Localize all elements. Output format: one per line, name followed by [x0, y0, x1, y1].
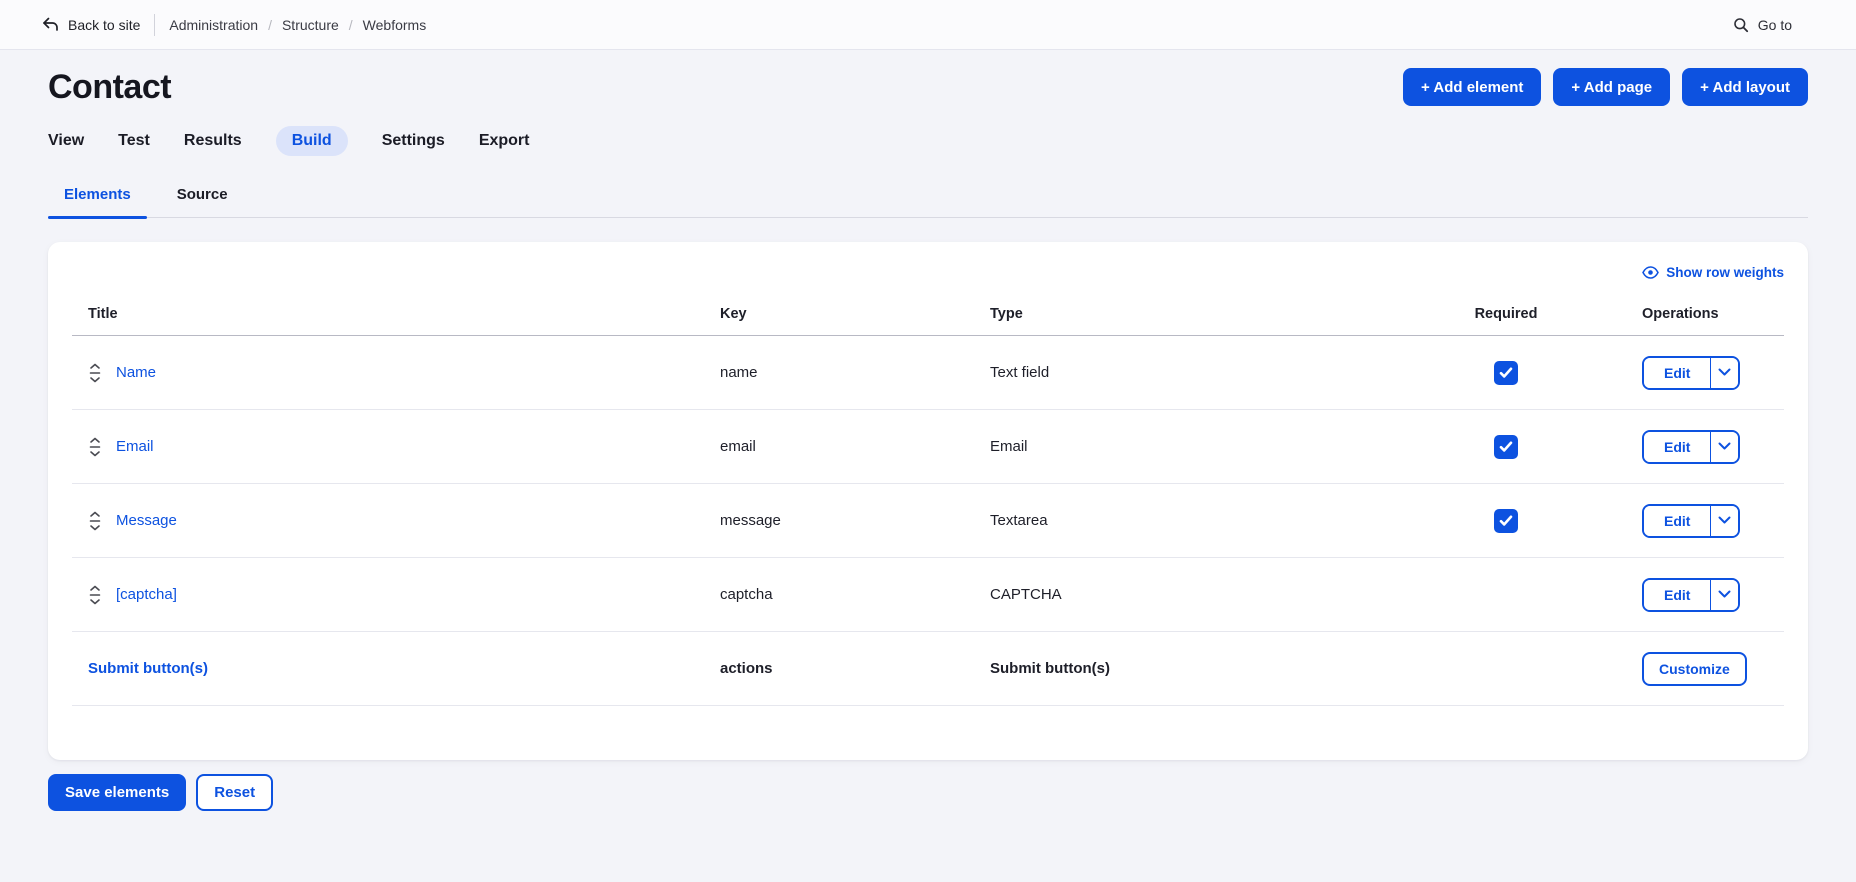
breadcrumb: Administration / Structure / Webforms	[169, 17, 426, 33]
drag-handle-icon[interactable]	[88, 436, 102, 458]
show-row-weights-link[interactable]: Show row weights	[72, 260, 1784, 284]
drag-handle-icon[interactable]	[88, 584, 102, 606]
add-page-button[interactable]: + Add page	[1553, 68, 1671, 106]
form-actions: Save elements Reset	[48, 774, 1808, 811]
tab-settings[interactable]: Settings	[381, 132, 445, 149]
back-to-site-link[interactable]: Back to site	[42, 17, 140, 33]
row-type: Textarea	[974, 483, 1386, 558]
table-header-row: Title Key Type Required Operations	[72, 292, 1784, 336]
table-row: [captcha] captcha CAPTCHA Edit	[72, 557, 1784, 632]
primary-tabs: View Test Results Build Settings Export	[48, 124, 1808, 158]
row-type: Submit button(s)	[974, 631, 1386, 706]
column-header-required: Required	[1386, 292, 1626, 336]
column-header-operations: Operations	[1626, 292, 1784, 336]
goto-label: Go to	[1757, 16, 1792, 33]
main-content: Contact + Add element + Add page + Add l…	[0, 66, 1856, 811]
tab-results[interactable]: Results	[183, 132, 242, 149]
back-to-site-label: Back to site	[68, 16, 141, 33]
row-title-link[interactable]: Name	[116, 364, 157, 381]
add-layout-button[interactable]: + Add layout	[1682, 68, 1808, 106]
row-title-link[interactable]: Submit button(s)	[88, 660, 208, 677]
row-key: email	[704, 409, 974, 484]
row-title-link[interactable]: Email	[116, 438, 154, 455]
required-checkbox[interactable]	[1494, 434, 1518, 459]
goto-search[interactable]: Go to	[1733, 17, 1792, 33]
table-row: Message message Textarea Edit	[72, 483, 1784, 558]
show-row-weights-label: Show row weights	[1666, 264, 1784, 280]
operation-split-button: Edit	[1642, 429, 1741, 464]
row-key: message	[704, 483, 974, 558]
add-element-button[interactable]: + Add element	[1403, 68, 1542, 106]
tab-source[interactable]: Source	[176, 186, 228, 203]
edit-button[interactable]: Edit	[1644, 431, 1711, 462]
row-key: name	[704, 335, 974, 410]
operation-split-button: Edit	[1642, 503, 1741, 538]
tab-elements[interactable]: Elements	[48, 182, 147, 219]
operation-split-button: Edit	[1642, 577, 1741, 612]
operations-dropdown-toggle[interactable]	[1710, 357, 1739, 388]
secondary-tabs: Elements Source	[48, 182, 1808, 219]
elements-card: Show row weights Title Key Type Required…	[48, 242, 1808, 760]
breadcrumb-administration[interactable]: Administration	[169, 16, 259, 33]
tab-build[interactable]: Build	[275, 126, 348, 156]
edit-button[interactable]: Edit	[1644, 579, 1711, 610]
row-type: CAPTCHA	[974, 557, 1386, 632]
row-type: Email	[974, 409, 1386, 484]
required-checkbox[interactable]	[1494, 360, 1518, 385]
row-key: actions	[704, 631, 974, 706]
eye-icon	[1642, 265, 1660, 279]
row-title-link[interactable]: Message	[116, 512, 177, 529]
page-title: Contact	[48, 68, 172, 106]
save-elements-button[interactable]: Save elements	[48, 774, 187, 811]
operations-dropdown-toggle[interactable]	[1710, 505, 1739, 536]
header-actions: + Add element + Add page + Add layout	[1403, 68, 1808, 106]
reset-button[interactable]: Reset	[196, 774, 274, 811]
column-header-type: Type	[974, 292, 1386, 336]
drag-handle-icon[interactable]	[88, 362, 102, 384]
row-key: captcha	[704, 557, 974, 632]
tab-view[interactable]: View	[48, 132, 85, 149]
elements-table: Title Key Type Required Operations Nam	[72, 292, 1784, 706]
operations-dropdown-toggle[interactable]	[1710, 431, 1739, 462]
operation-split-button: Edit	[1642, 355, 1741, 390]
search-icon	[1733, 17, 1749, 33]
edit-button[interactable]: Edit	[1644, 357, 1711, 388]
customize-button[interactable]: Customize	[1642, 651, 1747, 686]
back-arrow-icon	[42, 17, 59, 32]
operations-dropdown-toggle[interactable]	[1710, 579, 1739, 610]
breadcrumb-webforms[interactable]: Webforms	[362, 16, 427, 33]
breadcrumb-structure[interactable]: Structure	[281, 16, 339, 33]
tab-export[interactable]: Export	[478, 132, 530, 149]
column-header-key: Key	[704, 292, 974, 336]
tab-test[interactable]: Test	[118, 132, 150, 149]
column-header-title: Title	[72, 292, 704, 336]
table-row: Email email Email Edit	[72, 409, 1784, 484]
drag-handle-icon[interactable]	[88, 510, 102, 532]
breadcrumb-separator: /	[348, 16, 353, 33]
topbar: Back to site Administration / Structure …	[0, 0, 1856, 50]
row-type: Text field	[974, 335, 1386, 410]
row-title-link[interactable]: [captcha]	[116, 586, 177, 603]
topbar-divider	[154, 13, 156, 36]
edit-button[interactable]: Edit	[1644, 505, 1711, 536]
table-row: Name name Text field Edit	[72, 335, 1784, 410]
required-checkbox[interactable]	[1494, 508, 1518, 533]
breadcrumb-separator: /	[268, 16, 272, 33]
table-row: Submit button(s) actions Submit button(s…	[72, 631, 1784, 706]
